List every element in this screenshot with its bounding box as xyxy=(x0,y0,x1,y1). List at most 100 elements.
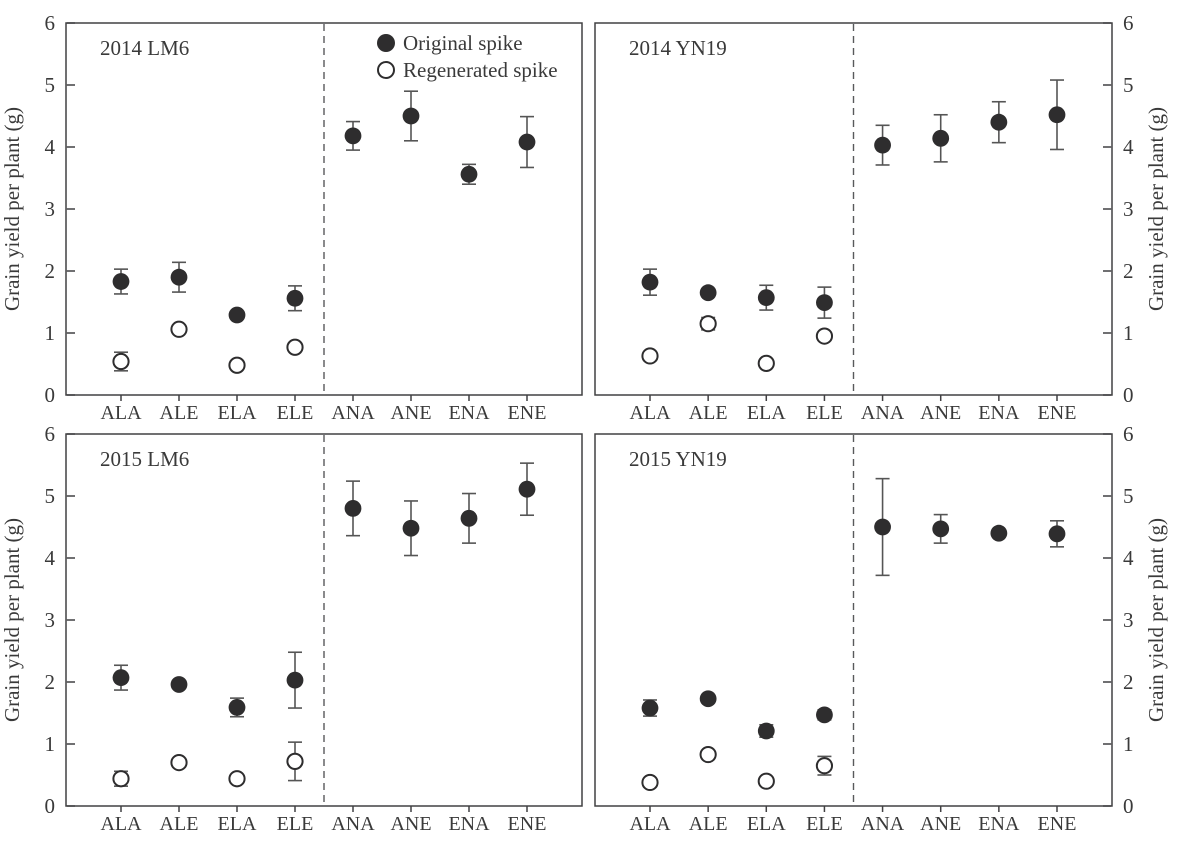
data-point-original-spike xyxy=(286,289,304,307)
x-tick-label: ALA xyxy=(629,402,671,424)
data-point-regenerated-spike xyxy=(170,754,188,772)
y-axis-label: Grain yield per plant (g) xyxy=(0,518,24,722)
x-tick-label: ELE xyxy=(277,813,314,835)
x-tick-label: ELE xyxy=(277,402,314,424)
panel-border xyxy=(594,22,1113,396)
legend-marker-original-spike xyxy=(377,34,395,52)
panel-title: 2014 YN19 xyxy=(629,36,727,60)
x-tick-label: ENE xyxy=(1038,402,1077,424)
data-point-original-spike xyxy=(228,699,246,716)
x-tick-label: ANA xyxy=(861,402,905,424)
data-point-original-spike xyxy=(757,289,775,307)
data-point-regenerated-spike xyxy=(699,745,717,764)
y-tick-label: 2 xyxy=(45,259,56,283)
data-point-regenerated-spike xyxy=(228,770,246,788)
y-axis-label: Grain yield per plant (g) xyxy=(1144,518,1168,722)
legend-marker-regenerated-spike xyxy=(377,61,395,79)
x-tick-label: ENA xyxy=(978,402,1020,424)
data-point-original-spike xyxy=(460,509,478,527)
data-point-original-spike xyxy=(990,113,1008,131)
legend-label-original-spike: Original spike xyxy=(403,31,523,55)
y-tick-label: 5 xyxy=(45,73,56,97)
x-tick-label: ALE xyxy=(689,402,728,424)
data-point-regenerated-spike xyxy=(641,347,659,365)
data-point-original-spike xyxy=(699,284,717,302)
data-point-original-spike xyxy=(1048,525,1066,543)
panel-border xyxy=(594,433,1113,807)
y-tick-label: 0 xyxy=(45,794,56,818)
data-point-regenerated-spike xyxy=(757,772,775,790)
y-tick-label: 0 xyxy=(45,383,56,407)
y-tick-label: 6 xyxy=(1123,11,1134,35)
legend-label-regenerated-spike: Regenerated spike xyxy=(403,58,558,82)
x-tick-label: ANE xyxy=(390,402,431,424)
data-point-original-spike xyxy=(518,480,536,498)
data-point-original-spike xyxy=(816,706,833,724)
x-tick-label: ALE xyxy=(160,813,199,835)
y-tick-label: 1 xyxy=(45,321,56,345)
data-point-regenerated-spike xyxy=(112,352,130,371)
y-tick-label: 6 xyxy=(45,422,56,446)
x-tick-label: ALA xyxy=(629,813,671,835)
panel-border xyxy=(65,433,583,807)
data-point-original-spike xyxy=(932,520,950,538)
data-point-regenerated-spike xyxy=(699,315,717,333)
data-point-original-spike xyxy=(816,294,833,312)
x-tick-label: ELA xyxy=(218,813,257,835)
data-point-original-spike xyxy=(1048,106,1066,124)
y-tick-label: 2 xyxy=(1123,259,1134,283)
x-tick-label: ELE xyxy=(806,402,843,424)
data-point-original-spike xyxy=(874,518,891,536)
y-tick-label: 1 xyxy=(1123,732,1134,756)
x-tick-label: ALA xyxy=(100,813,142,835)
x-tick-label: ANA xyxy=(331,813,375,835)
panel-title: 2015 LM6 xyxy=(100,447,189,471)
x-tick-label: ELA xyxy=(747,813,786,835)
panel-border xyxy=(65,22,583,396)
y-tick-label: 2 xyxy=(45,670,56,694)
y-tick-label: 5 xyxy=(1123,73,1134,97)
y-tick-label: 0 xyxy=(1123,794,1134,818)
x-tick-label: ANA xyxy=(331,402,375,424)
x-tick-label: ANE xyxy=(920,813,961,835)
y-tick-label: 5 xyxy=(1123,484,1134,508)
x-tick-label: ENA xyxy=(448,813,490,835)
x-tick-label: ENE xyxy=(1038,813,1077,835)
y-tick-label: 3 xyxy=(1123,197,1134,221)
x-tick-label: ANE xyxy=(390,813,431,835)
data-point-original-spike xyxy=(170,676,188,693)
data-point-original-spike xyxy=(402,519,420,537)
x-tick-label: ELE xyxy=(806,813,843,835)
data-point-original-spike xyxy=(228,306,246,324)
panel-title: 2014 LM6 xyxy=(100,36,189,60)
y-tick-label: 4 xyxy=(1123,546,1134,570)
y-tick-label: 3 xyxy=(45,608,56,632)
x-tick-label: ALA xyxy=(100,402,142,424)
data-point-regenerated-spike xyxy=(112,770,130,788)
data-point-original-spike xyxy=(286,671,304,689)
y-tick-label: 4 xyxy=(45,546,56,570)
data-point-original-spike xyxy=(344,500,362,517)
data-point-regenerated-spike xyxy=(815,757,834,775)
x-tick-label: ENA xyxy=(978,813,1020,835)
y-tick-label: 6 xyxy=(45,11,56,35)
x-tick-label: ALE xyxy=(160,402,199,424)
data-point-regenerated-spike xyxy=(228,356,246,374)
data-point-original-spike xyxy=(460,165,478,183)
data-point-regenerated-spike xyxy=(286,752,304,770)
x-tick-label: ANE xyxy=(920,402,961,424)
y-tick-label: 3 xyxy=(1123,608,1134,632)
y-tick-label: 6 xyxy=(1123,422,1134,446)
x-tick-label: ENE xyxy=(508,402,547,424)
x-tick-label: ELA xyxy=(218,402,257,424)
x-tick-label: ALE xyxy=(689,813,728,835)
data-point-regenerated-spike xyxy=(286,338,304,356)
x-tick-label: ANA xyxy=(861,813,905,835)
data-point-regenerated-spike xyxy=(757,354,775,372)
y-tick-label: 2 xyxy=(1123,670,1134,694)
data-point-original-spike xyxy=(932,129,950,147)
data-point-regenerated-spike xyxy=(170,320,188,338)
y-tick-label: 1 xyxy=(1123,321,1134,345)
